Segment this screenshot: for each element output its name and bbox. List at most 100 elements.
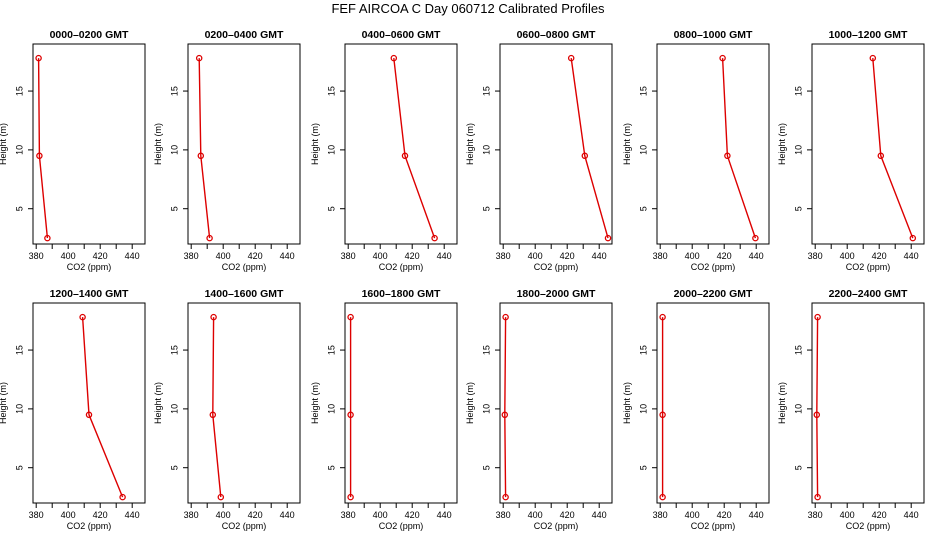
- x-tick-label: 400: [840, 251, 855, 261]
- x-tick-label: 420: [717, 510, 732, 520]
- plot-frame: [344, 43, 458, 245]
- profile-line: [81, 317, 124, 498]
- x-tick-label: 380: [184, 510, 199, 520]
- x-axis-label: CO2 (ppm): [846, 262, 891, 272]
- x-tick-label: 380: [653, 251, 668, 261]
- y-axis-label: Height (m): [622, 382, 632, 424]
- x-tick-label: 420: [93, 510, 108, 520]
- x-tick-label: 440: [749, 510, 764, 520]
- y-tick-label: 5: [169, 206, 179, 211]
- x-tick-label: 440: [437, 251, 452, 261]
- x-axis-label: CO2 (ppm): [222, 521, 267, 531]
- y-axis-label: Height (m): [0, 123, 8, 165]
- profile-point: [206, 234, 213, 242]
- profile-point: [659, 493, 666, 501]
- profile-panel: 1800–2000 GMT 380 400 420 440 5 10 15 CO2 (ppm) H…: [465, 288, 613, 531]
- profile-point: [347, 313, 354, 321]
- x-axis-label: CO2 (ppm): [534, 521, 579, 531]
- panel-title: 2200–2400 GMT: [829, 288, 908, 300]
- y-tick-label: 10: [326, 145, 336, 155]
- profile-point: [85, 411, 93, 419]
- x-tick-label: 420: [872, 251, 887, 261]
- profile-point: [36, 152, 43, 160]
- profile-line: [816, 317, 819, 498]
- plot-frame: [32, 43, 146, 245]
- profile-point: [347, 411, 354, 419]
- x-tick-label: 400: [685, 510, 700, 520]
- profile-point: [197, 152, 205, 160]
- x-tick-label: 440: [904, 510, 919, 520]
- x-tick-label: 420: [248, 510, 263, 520]
- y-tick-label: 15: [793, 345, 803, 355]
- y-tick-label: 15: [169, 345, 179, 355]
- profile-point: [217, 493, 225, 501]
- profile-point: [567, 54, 575, 62]
- profile-point: [877, 152, 885, 160]
- y-tick-label: 5: [14, 206, 24, 211]
- profile-point: [195, 54, 203, 62]
- plot-frame: [811, 43, 925, 245]
- profile-point: [79, 313, 86, 321]
- profile-panel: 0000–0200 GMT 380 400 420 440 5 10 15 CO2 (ppm) H…: [0, 29, 146, 272]
- x-tick-label: 380: [184, 251, 199, 261]
- x-tick-label: 380: [29, 251, 44, 261]
- x-tick-label: 440: [125, 251, 140, 261]
- plot-frame: [32, 302, 146, 504]
- x-tick-label: 420: [405, 251, 420, 261]
- panel-title: 1000–1200 GMT: [829, 29, 908, 41]
- x-tick-label: 440: [749, 251, 764, 261]
- y-tick-label: 5: [481, 465, 491, 470]
- y-axis-label: Height (m): [310, 123, 320, 165]
- y-tick-label: 5: [638, 206, 648, 211]
- x-tick-label: 400: [373, 510, 388, 520]
- profile-point: [210, 313, 217, 321]
- y-tick-label: 5: [326, 465, 336, 470]
- y-tick-label: 10: [481, 145, 491, 155]
- profile-line: [393, 58, 436, 239]
- x-tick-label: 380: [496, 510, 511, 520]
- panel-title: 0400–0600 GMT: [362, 29, 441, 41]
- profile-panel: 2000–2200 GMT 380 400 420 440 5 10 15 CO2 (ppm) H…: [622, 288, 770, 531]
- x-axis-label: CO2 (ppm): [534, 262, 579, 272]
- x-tick-label: 400: [373, 251, 388, 261]
- x-tick-label: 440: [280, 510, 295, 520]
- y-axis-label: Height (m): [465, 382, 475, 424]
- profile-panel: 1400–1600 GMT 380 400 420 440 5 10 15 CO2 (ppm) H…: [153, 288, 301, 531]
- y-axis-label: Height (m): [153, 123, 163, 165]
- y-axis-label: Height (m): [153, 382, 163, 424]
- y-tick-label: 15: [14, 345, 24, 355]
- x-axis-label: CO2 (ppm): [379, 521, 424, 531]
- profile-point: [502, 313, 509, 321]
- x-tick-label: 400: [840, 510, 855, 520]
- profile-panel: 0800–1000 GMT 380 400 420 440 5 10 15 CO2 (ppm) H…: [622, 29, 770, 272]
- profile-line: [37, 58, 49, 239]
- y-tick-label: 10: [638, 145, 648, 155]
- x-tick-label: 440: [904, 251, 919, 261]
- x-tick-label: 440: [280, 251, 295, 261]
- x-axis-label: CO2 (ppm): [691, 262, 736, 272]
- profile-panel: 1600–1800 GMT 380 400 420 440 5 10 15 CO2 (ppm) H…: [310, 288, 458, 531]
- x-axis-label: CO2 (ppm): [67, 262, 112, 272]
- y-tick-label: 15: [481, 345, 491, 355]
- panel-title: 1600–1800 GMT: [362, 288, 441, 300]
- profile-point: [401, 152, 409, 160]
- y-tick-label: 10: [793, 145, 803, 155]
- x-axis-label: CO2 (ppm): [691, 521, 736, 531]
- x-tick-label: 400: [61, 510, 76, 520]
- profile-line: [198, 58, 211, 239]
- y-tick-label: 15: [14, 86, 24, 96]
- y-tick-label: 5: [481, 206, 491, 211]
- y-tick-label: 10: [14, 145, 24, 155]
- panel-title: 0600–0800 GMT: [517, 29, 596, 41]
- x-tick-label: 420: [248, 251, 263, 261]
- x-tick-label: 440: [125, 510, 140, 520]
- x-tick-label: 440: [437, 510, 452, 520]
- profile-point: [581, 152, 589, 160]
- profile-point: [719, 54, 726, 62]
- y-tick-label: 5: [169, 465, 179, 470]
- page-title: FEF AIRCOA C Day 060712 Calibrated Profi…: [331, 1, 605, 16]
- y-tick-label: 5: [638, 465, 648, 470]
- profile-panel: 0400–0600 GMT 380 400 420 440 5 10 15 CO2 (ppm) H…: [310, 29, 458, 272]
- panel-title: 0200–0400 GMT: [205, 29, 284, 41]
- y-tick-label: 10: [793, 404, 803, 414]
